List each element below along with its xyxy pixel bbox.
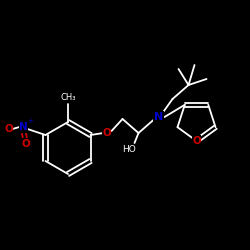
- Text: HO: HO: [122, 144, 136, 154]
- Text: O: O: [4, 124, 13, 134]
- Text: +: +: [28, 118, 34, 124]
- Text: N: N: [19, 122, 28, 132]
- Text: CH₃: CH₃: [60, 92, 76, 102]
- Text: O: O: [192, 136, 201, 146]
- Text: N: N: [154, 112, 163, 122]
- Text: O: O: [21, 139, 30, 149]
- Text: O: O: [102, 128, 111, 138]
- Text: ⁻: ⁻: [0, 118, 4, 128]
